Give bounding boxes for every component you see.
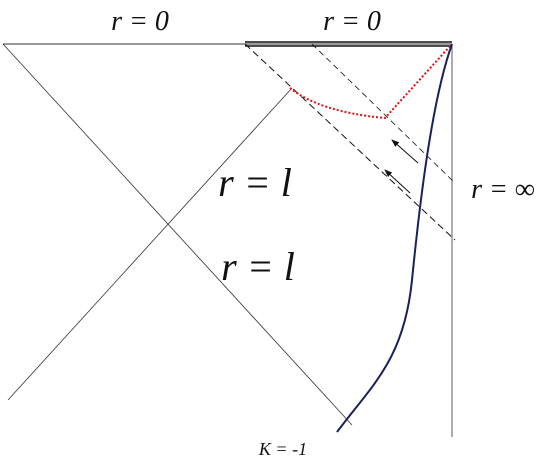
trajectory: [336, 43, 453, 433]
caption: K = -1: [258, 439, 307, 459]
label: r = l: [221, 244, 295, 289]
horizon-line: [2, 43, 353, 426]
label: r = l: [218, 160, 292, 205]
label: r = ∞: [471, 174, 535, 205]
label: r = 0: [111, 6, 169, 37]
label: r = 0: [323, 6, 381, 37]
arrow: [384, 169, 411, 194]
horizon-line: [7, 87, 293, 401]
red-dotted-curve: [289, 43, 453, 120]
dashed-ray: [244, 43, 456, 241]
dashed-ray: [311, 43, 456, 184]
arrow: [391, 139, 419, 164]
